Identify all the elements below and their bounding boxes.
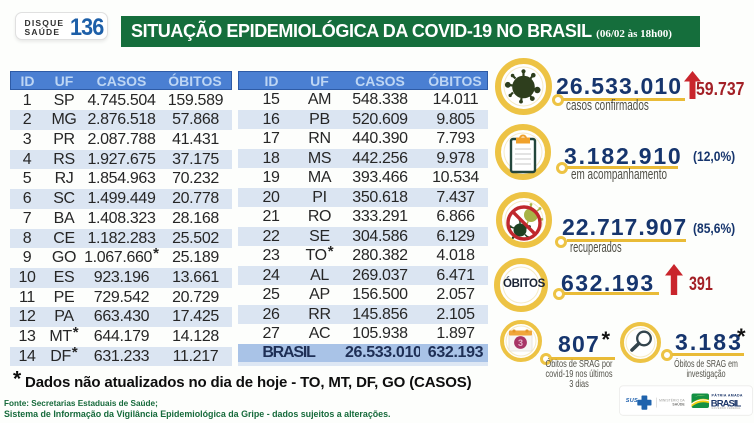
svg-text:MINISTÉRIO DA: MINISTÉRIO DA — [659, 397, 685, 402]
svg-text:PÁTRIA AMADA: PÁTRIA AMADA — [712, 393, 743, 398]
svg-text:BRASIL: BRASIL — [711, 398, 742, 409]
svg-text:GOVERNO FEDERAL: GOVERNO FEDERAL — [712, 407, 742, 410]
svg-text:3: 3 — [518, 338, 523, 348]
svg-text:SAÚDE: SAÚDE — [672, 402, 685, 407]
svg-text:SUS: SUS — [626, 398, 638, 404]
